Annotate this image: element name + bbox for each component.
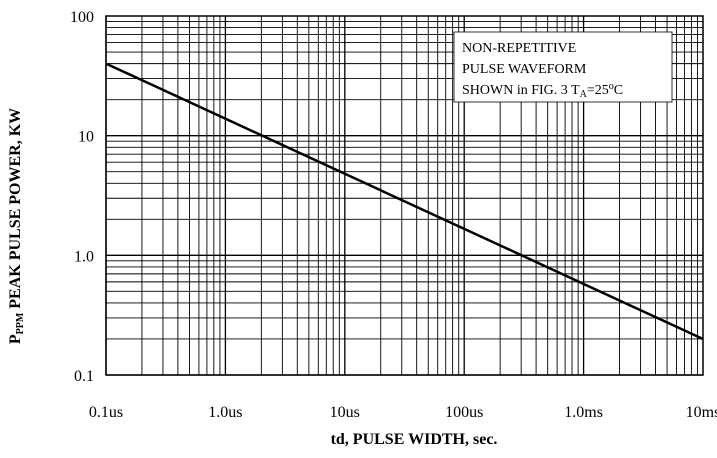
y-tick-label: 1.0 [74, 248, 94, 265]
annotation-line-3: SHOWN in FIG. 3 TA=25oC [462, 81, 623, 100]
x-tick-label: 10us [330, 404, 360, 421]
series-line [105, 62, 704, 341]
annotation-ta-subscript: A [580, 89, 588, 100]
annotation-temp-value: =25 [587, 83, 609, 98]
annotation-line-1: NON-REPETITIVE [462, 41, 576, 56]
x-tick-label: 1.0us [208, 404, 242, 421]
annotation-border [453, 31, 673, 103]
y-tick-label: 10 [78, 129, 94, 146]
x-tick-labels: 0.1us 1.0us 10us 100us 1.0ms 10ms [89, 404, 717, 421]
y-axis-title-main: P [7, 334, 24, 344]
y-axis-title-rest: PEAK PULSE POWER, KW [7, 108, 24, 313]
grid [105, 16, 703, 376]
x-tick-label: 0.1us [89, 404, 123, 421]
y-axis-title-subscript: PPM [15, 312, 26, 334]
x-tick-label: 100us [445, 404, 483, 421]
x-tick-label: 10ms [686, 404, 717, 421]
annotation-degree: o [609, 81, 614, 92]
annotation-box: NON-REPETITIVE PULSE WAVEFORM SHOWN in F… [453, 31, 673, 103]
y-tick-label: 0.1 [74, 368, 94, 385]
plot-frame [105, 15, 704, 376]
x-tick-label: 1.0ms [564, 404, 603, 421]
y-axis-title: PPPM PEAK PULSE POWER, KW [7, 108, 26, 344]
annotation-line-3-prefix: SHOWN in FIG. 3 T [462, 83, 580, 98]
annotation-line-2: PULSE WAVEFORM [462, 62, 587, 77]
annotation-unit: C [614, 83, 623, 98]
y-tick-labels: 100 10 1.0 0.1 [70, 9, 94, 385]
x-axis-title: td, PULSE WIDTH, sec. [331, 431, 498, 448]
y-tick-label: 100 [70, 9, 94, 26]
